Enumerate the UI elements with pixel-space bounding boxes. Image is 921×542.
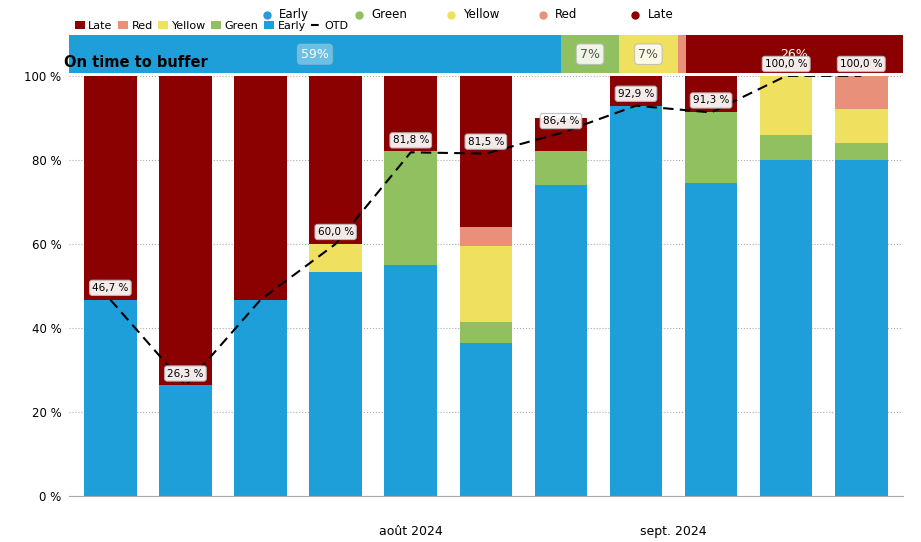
Bar (309, 76, 362, 244)
Bar (309, 272, 362, 496)
Bar (835, 160, 888, 496)
Bar (460, 227, 512, 247)
Text: 92,9 %: 92,9 % (618, 89, 654, 99)
Bar (760, 160, 812, 496)
Text: 81,5 %: 81,5 % (468, 137, 504, 147)
Text: 46,7 %: 46,7 % (92, 283, 129, 293)
Bar (69, 35, 561, 73)
Bar (685, 183, 738, 496)
Text: 100,0 %: 100,0 % (840, 59, 882, 69)
Text: 91,3 %: 91,3 % (693, 95, 729, 106)
Bar (84, 300, 136, 496)
Bar (610, 106, 662, 496)
Text: août 2024: août 2024 (379, 525, 443, 538)
Text: Red: Red (555, 9, 577, 21)
Text: Green: Green (371, 9, 407, 21)
Bar (234, 300, 286, 496)
Bar (84, 76, 136, 300)
Text: 59%: 59% (301, 48, 329, 61)
Legend: Late, Red, Yellow, Green, Early, OTD: Late, Red, Yellow, Green, Early, OTD (71, 16, 353, 35)
Bar (686, 35, 903, 73)
Text: 86,4 %: 86,4 % (542, 116, 579, 126)
Bar (460, 343, 512, 496)
Bar (159, 76, 212, 385)
Text: 26%: 26% (780, 48, 808, 61)
Bar (760, 76, 812, 135)
Bar (534, 185, 588, 496)
Text: 100,0 %: 100,0 % (764, 59, 808, 69)
Text: sept. 2024: sept. 2024 (640, 525, 706, 538)
Text: Early: Early (279, 9, 309, 21)
Bar (610, 76, 662, 106)
Bar (460, 322, 512, 343)
Bar (159, 385, 212, 496)
Bar (534, 152, 588, 185)
Text: On time to buffer: On time to buffer (64, 55, 208, 70)
Text: 7%: 7% (580, 48, 600, 61)
Bar (460, 247, 512, 322)
Bar (760, 135, 812, 160)
Bar (460, 76, 512, 227)
Text: Yellow: Yellow (463, 9, 499, 21)
Text: 26,3 %: 26,3 % (168, 369, 204, 378)
Bar (309, 244, 362, 272)
Bar (234, 76, 286, 300)
Bar (384, 151, 437, 265)
Bar (619, 35, 678, 73)
Bar (835, 109, 888, 143)
Text: Late: Late (647, 9, 673, 21)
Bar (561, 35, 619, 73)
Bar (835, 76, 888, 109)
Text: 7%: 7% (638, 48, 659, 61)
Bar (384, 76, 437, 152)
Bar (835, 143, 888, 160)
Bar (678, 35, 686, 73)
Bar (685, 112, 738, 183)
Bar (384, 265, 437, 496)
Text: 60,0 %: 60,0 % (318, 227, 354, 237)
Bar (534, 118, 588, 152)
Text: 81,8 %: 81,8 % (392, 136, 429, 145)
Bar (685, 76, 738, 112)
